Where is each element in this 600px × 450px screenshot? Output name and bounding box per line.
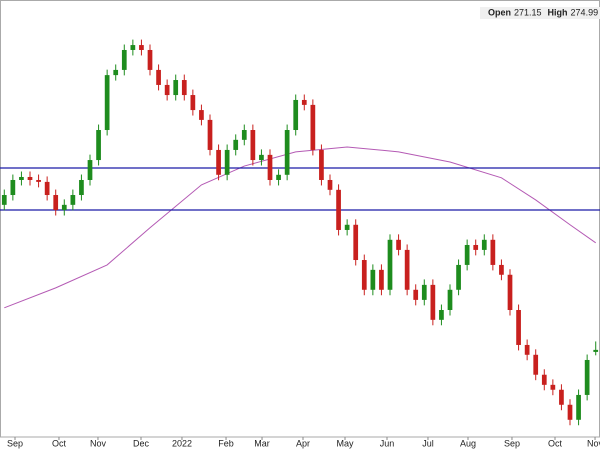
candle-body [284,130,290,175]
candle-body [79,179,84,196]
candle-body [130,45,136,50]
candle-body [516,309,521,345]
x-tick-label: Dec [133,438,150,448]
candle-body [87,160,93,180]
candle-body [344,224,350,230]
candle-body [96,130,101,161]
candle-body [301,99,307,105]
candle-body [190,95,196,111]
candle-body [353,224,359,261]
candle-body [224,149,230,175]
candle-body [559,389,564,405]
candle-body [456,264,461,290]
candle-body [550,384,556,390]
candle-body [464,244,470,265]
header-label: Open [488,7,511,17]
candle-body [567,404,573,420]
candle-body [481,239,487,250]
header-label: High [548,7,568,17]
candle-body [541,374,547,385]
candle-body [104,75,110,131]
x-tick-label: Aug [460,438,476,448]
candle-body [164,84,170,96]
x-tick-label: Jul [422,438,434,448]
candle-body [387,239,393,290]
plot-area [0,39,600,426]
candle-body [327,179,333,190]
header-value: 274.99 [571,7,599,17]
candle-body [70,195,76,205]
candle-body [61,204,67,211]
candle-body [507,274,513,310]
candle-body [1,195,7,205]
x-tick-label: Oct [52,438,67,448]
x-tick-label: 2022 [172,438,192,448]
candle-body [439,309,444,320]
x-tick-label: Sep [504,438,520,448]
x-tick-label: Jun [380,438,395,448]
candle-body [121,49,127,70]
candle-body [430,284,436,320]
candle-body [19,176,24,180]
x-tick-label: Apr [296,438,310,448]
candle-body [113,69,119,76]
candle-body [379,269,384,290]
candle-body [404,249,410,290]
candle-body [10,179,16,196]
candle-body [199,110,204,120]
candle-body [361,260,367,290]
x-axis: Sep Oct Nov Dec 2022 Feb Mar Apr May Jun Jul Aug Sep… [7,437,600,448]
x-tick-label: Nov [587,438,600,448]
candle-body [250,130,256,161]
candle-body [181,80,187,96]
candle-body [233,139,239,150]
x-tick-label: Sep [7,438,23,448]
candle-body [147,49,153,70]
candle-body [36,179,41,182]
candle-body [27,176,33,180]
candle-body [413,289,419,300]
candle-body [336,189,341,230]
candle-body [593,349,599,352]
candle-body [319,149,324,180]
x-tick-label: Mar [254,438,270,448]
header-bar [480,7,600,19]
candle-body [241,130,247,140]
candle-body [473,244,479,250]
x-tick-label: Oct [548,438,563,448]
candle-body [207,119,213,150]
x-tick-label: May [336,438,354,448]
candle-body [499,264,504,275]
candle-body [524,344,530,355]
candle-body [259,154,264,161]
candle-body [490,239,496,265]
candle-body [370,269,376,290]
candle-body [156,69,161,85]
candle-body [310,104,316,150]
candle-body [44,181,50,196]
candle-body [293,99,299,131]
candle-body [533,354,539,375]
candle-body [216,149,221,175]
candle-body [173,80,179,96]
candle-body [447,289,453,310]
candle-body [276,174,281,180]
candle-body [396,239,401,250]
candle-body [139,45,144,50]
candle-body [267,154,273,180]
candle-body [584,359,590,395]
candle-body [421,284,427,300]
header-value: 271.15 [514,7,542,17]
candle-body [576,394,581,420]
candle-body [53,195,59,211]
x-tick-label: Nov [90,438,107,448]
x-tick-label: Feb [218,438,234,448]
